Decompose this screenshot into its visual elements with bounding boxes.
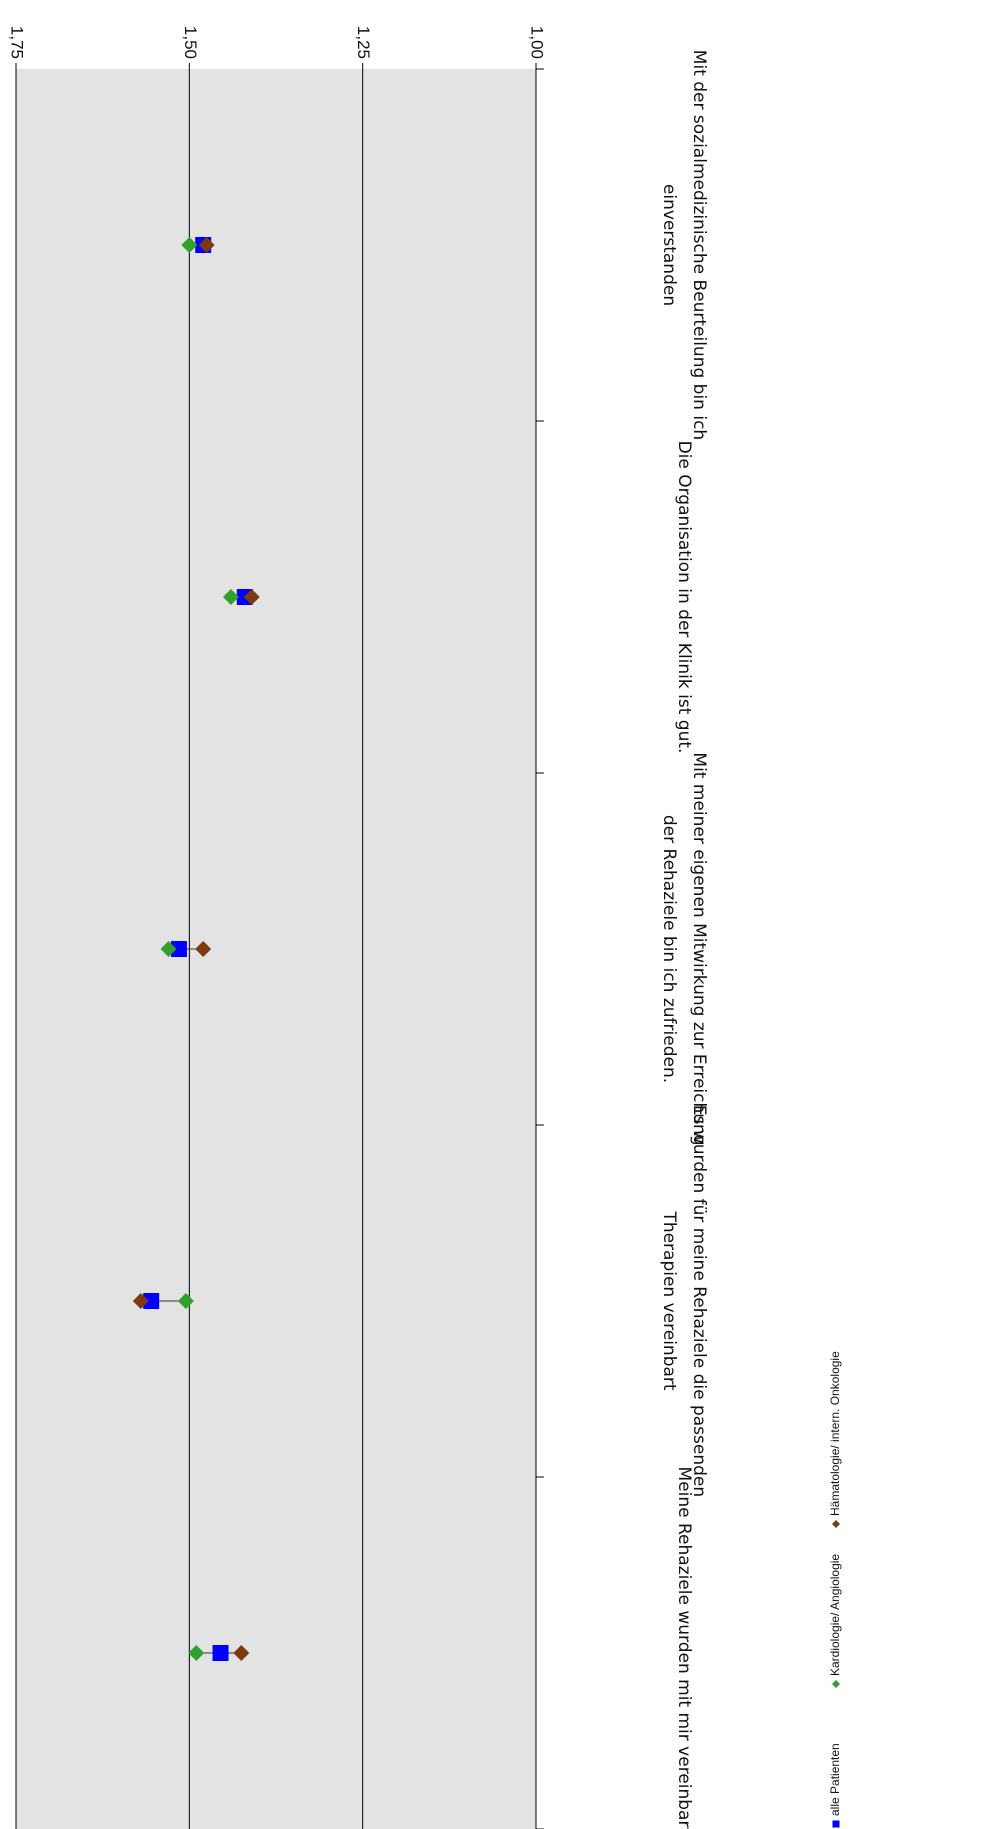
category-ticks [536,68,544,1829]
value-tick-label: 1,25 [354,26,373,59]
data-point-alle-patienten [212,1645,229,1661]
legend-marker [832,1520,840,1528]
rotated-chart-group: Meine Rehaziele wurden mit mir vereinbar… [8,26,842,1829]
legend-label: alle Patienten [828,1743,842,1816]
legend: alle Patienten Kardiologie/ Angiologie Häm… [828,1351,842,1828]
data-point-kardiologie [160,941,177,957]
legend-marker [832,1680,840,1688]
legend-label: Kardiologie/ Angiologie [828,1554,842,1676]
category-label-line: einverstanden [659,184,679,306]
value-tick-label: 1,75 [8,26,27,59]
data-point-kardiologie [181,237,198,253]
value-tick-label: 1,50 [181,26,200,59]
data-point-haematologie [233,1645,250,1661]
data-point-kardiologie [188,1645,205,1661]
data-markers [132,237,260,1661]
value-tick-label: 1,00 [528,26,547,59]
data-point-haematologie [195,941,212,957]
category-label-line: Mit meiner eigenen Mitwirkung zur Erreic… [689,752,709,1145]
category-labels: Meine Rehaziele wurden mit mir vereinbar… [659,50,709,1829]
category-label-line: Mit der sozialmedizinische Beurteilung b… [689,50,709,440]
category-label-line: Es wurden für meine Rehaziele die passen… [689,1105,709,1497]
data-point-haematologie [132,1293,149,1309]
category-label-line: Die Organisation in der Klinik ist gut. [674,441,694,754]
value-axis-labels: 1,00 1,25 1,50 1,75 [8,26,547,69]
data-point-alle-patienten [143,1293,160,1309]
data-point-alle-patienten [170,941,187,957]
category-label-line: Meine Rehaziele wurden mit mir vereinbar… [674,1466,694,1829]
legend-marker [832,1820,840,1828]
data-point-kardiologie [177,1293,194,1309]
data-point-haematologie [198,237,215,253]
category-label-line: Therapien vereinbart [659,1210,679,1390]
data-point-haematologie [243,589,260,605]
plot-area [16,69,536,1829]
legend-label: Hämatologie/ intern. Onkologie [828,1351,842,1516]
category-label-line: der Rehaziele bin ich zufrieden. [659,815,679,1083]
data-point-kardiologie [222,589,239,605]
